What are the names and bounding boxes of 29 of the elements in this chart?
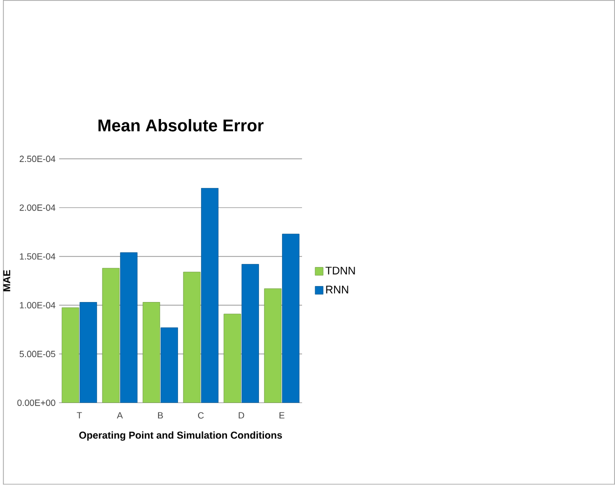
y-tick-label: 5.00E-05 xyxy=(20,350,56,358)
chart-title: Mean Absolute Error xyxy=(98,119,264,132)
bar xyxy=(183,272,201,403)
y-axis-title: MAE xyxy=(3,270,10,292)
bar xyxy=(160,328,178,403)
x-tick-label: D xyxy=(238,412,244,419)
bar xyxy=(120,252,138,403)
y-tick-label: 2.00E-04 xyxy=(20,204,56,212)
legend-label: RNN xyxy=(326,286,348,294)
y-tick-label: 1.00E-04 xyxy=(20,302,56,309)
bar xyxy=(62,308,80,403)
x-tick-label: B xyxy=(158,412,163,419)
bar xyxy=(201,188,218,403)
legend-label: TDNN xyxy=(326,267,355,275)
bar xyxy=(80,302,97,403)
bar xyxy=(282,234,300,403)
bar xyxy=(264,288,282,403)
y-tick-label: 2.50E-04 xyxy=(20,156,56,162)
x-tick-label: T xyxy=(76,412,82,419)
bar xyxy=(224,314,242,403)
y-tick-label: 0.00E+00 xyxy=(17,400,56,406)
x-tick-label: E xyxy=(280,412,284,419)
x-axis-title: Operating Point and Simulation Conditions xyxy=(79,432,282,441)
x-tick-label: A xyxy=(116,412,123,419)
bar xyxy=(242,264,259,403)
y-tick-label: 1.50E-04 xyxy=(20,253,56,260)
bar xyxy=(142,302,160,403)
bar xyxy=(102,268,120,403)
x-tick-label: C xyxy=(198,412,204,419)
